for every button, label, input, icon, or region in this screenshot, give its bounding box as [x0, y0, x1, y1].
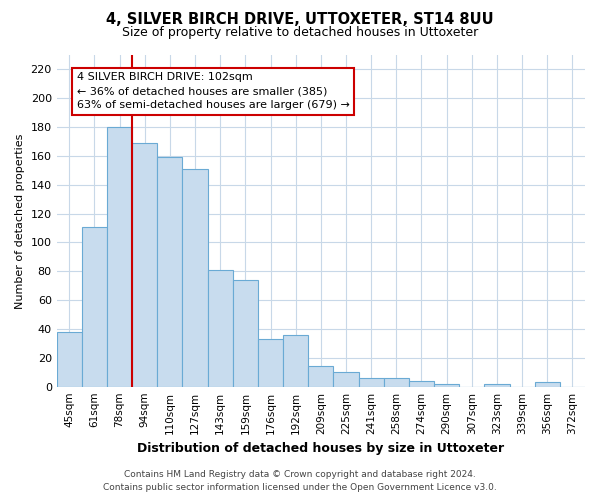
Bar: [535, 382, 560, 386]
Text: Size of property relative to detached houses in Uttoxeter: Size of property relative to detached ho…: [122, 26, 478, 39]
Text: Contains HM Land Registry data © Crown copyright and database right 2024.
Contai: Contains HM Land Registry data © Crown c…: [103, 470, 497, 492]
Bar: [308, 366, 334, 386]
Bar: [283, 335, 308, 386]
Bar: [208, 270, 233, 386]
Bar: [434, 384, 459, 386]
Bar: [484, 384, 509, 386]
Bar: [56, 332, 82, 386]
Bar: [233, 280, 258, 386]
Y-axis label: Number of detached properties: Number of detached properties: [15, 133, 25, 308]
Text: 4, SILVER BIRCH DRIVE, UTTOXETER, ST14 8UU: 4, SILVER BIRCH DRIVE, UTTOXETER, ST14 8…: [106, 12, 494, 28]
Bar: [334, 372, 359, 386]
Bar: [384, 378, 409, 386]
Bar: [82, 226, 107, 386]
Bar: [132, 143, 157, 386]
Bar: [359, 378, 384, 386]
Bar: [107, 127, 132, 386]
Bar: [157, 158, 182, 386]
Bar: [409, 381, 434, 386]
Bar: [182, 169, 208, 386]
Text: 4 SILVER BIRCH DRIVE: 102sqm
← 36% of detached houses are smaller (385)
63% of s: 4 SILVER BIRCH DRIVE: 102sqm ← 36% of de…: [77, 72, 350, 110]
Bar: [258, 339, 283, 386]
X-axis label: Distribution of detached houses by size in Uttoxeter: Distribution of detached houses by size …: [137, 442, 505, 455]
